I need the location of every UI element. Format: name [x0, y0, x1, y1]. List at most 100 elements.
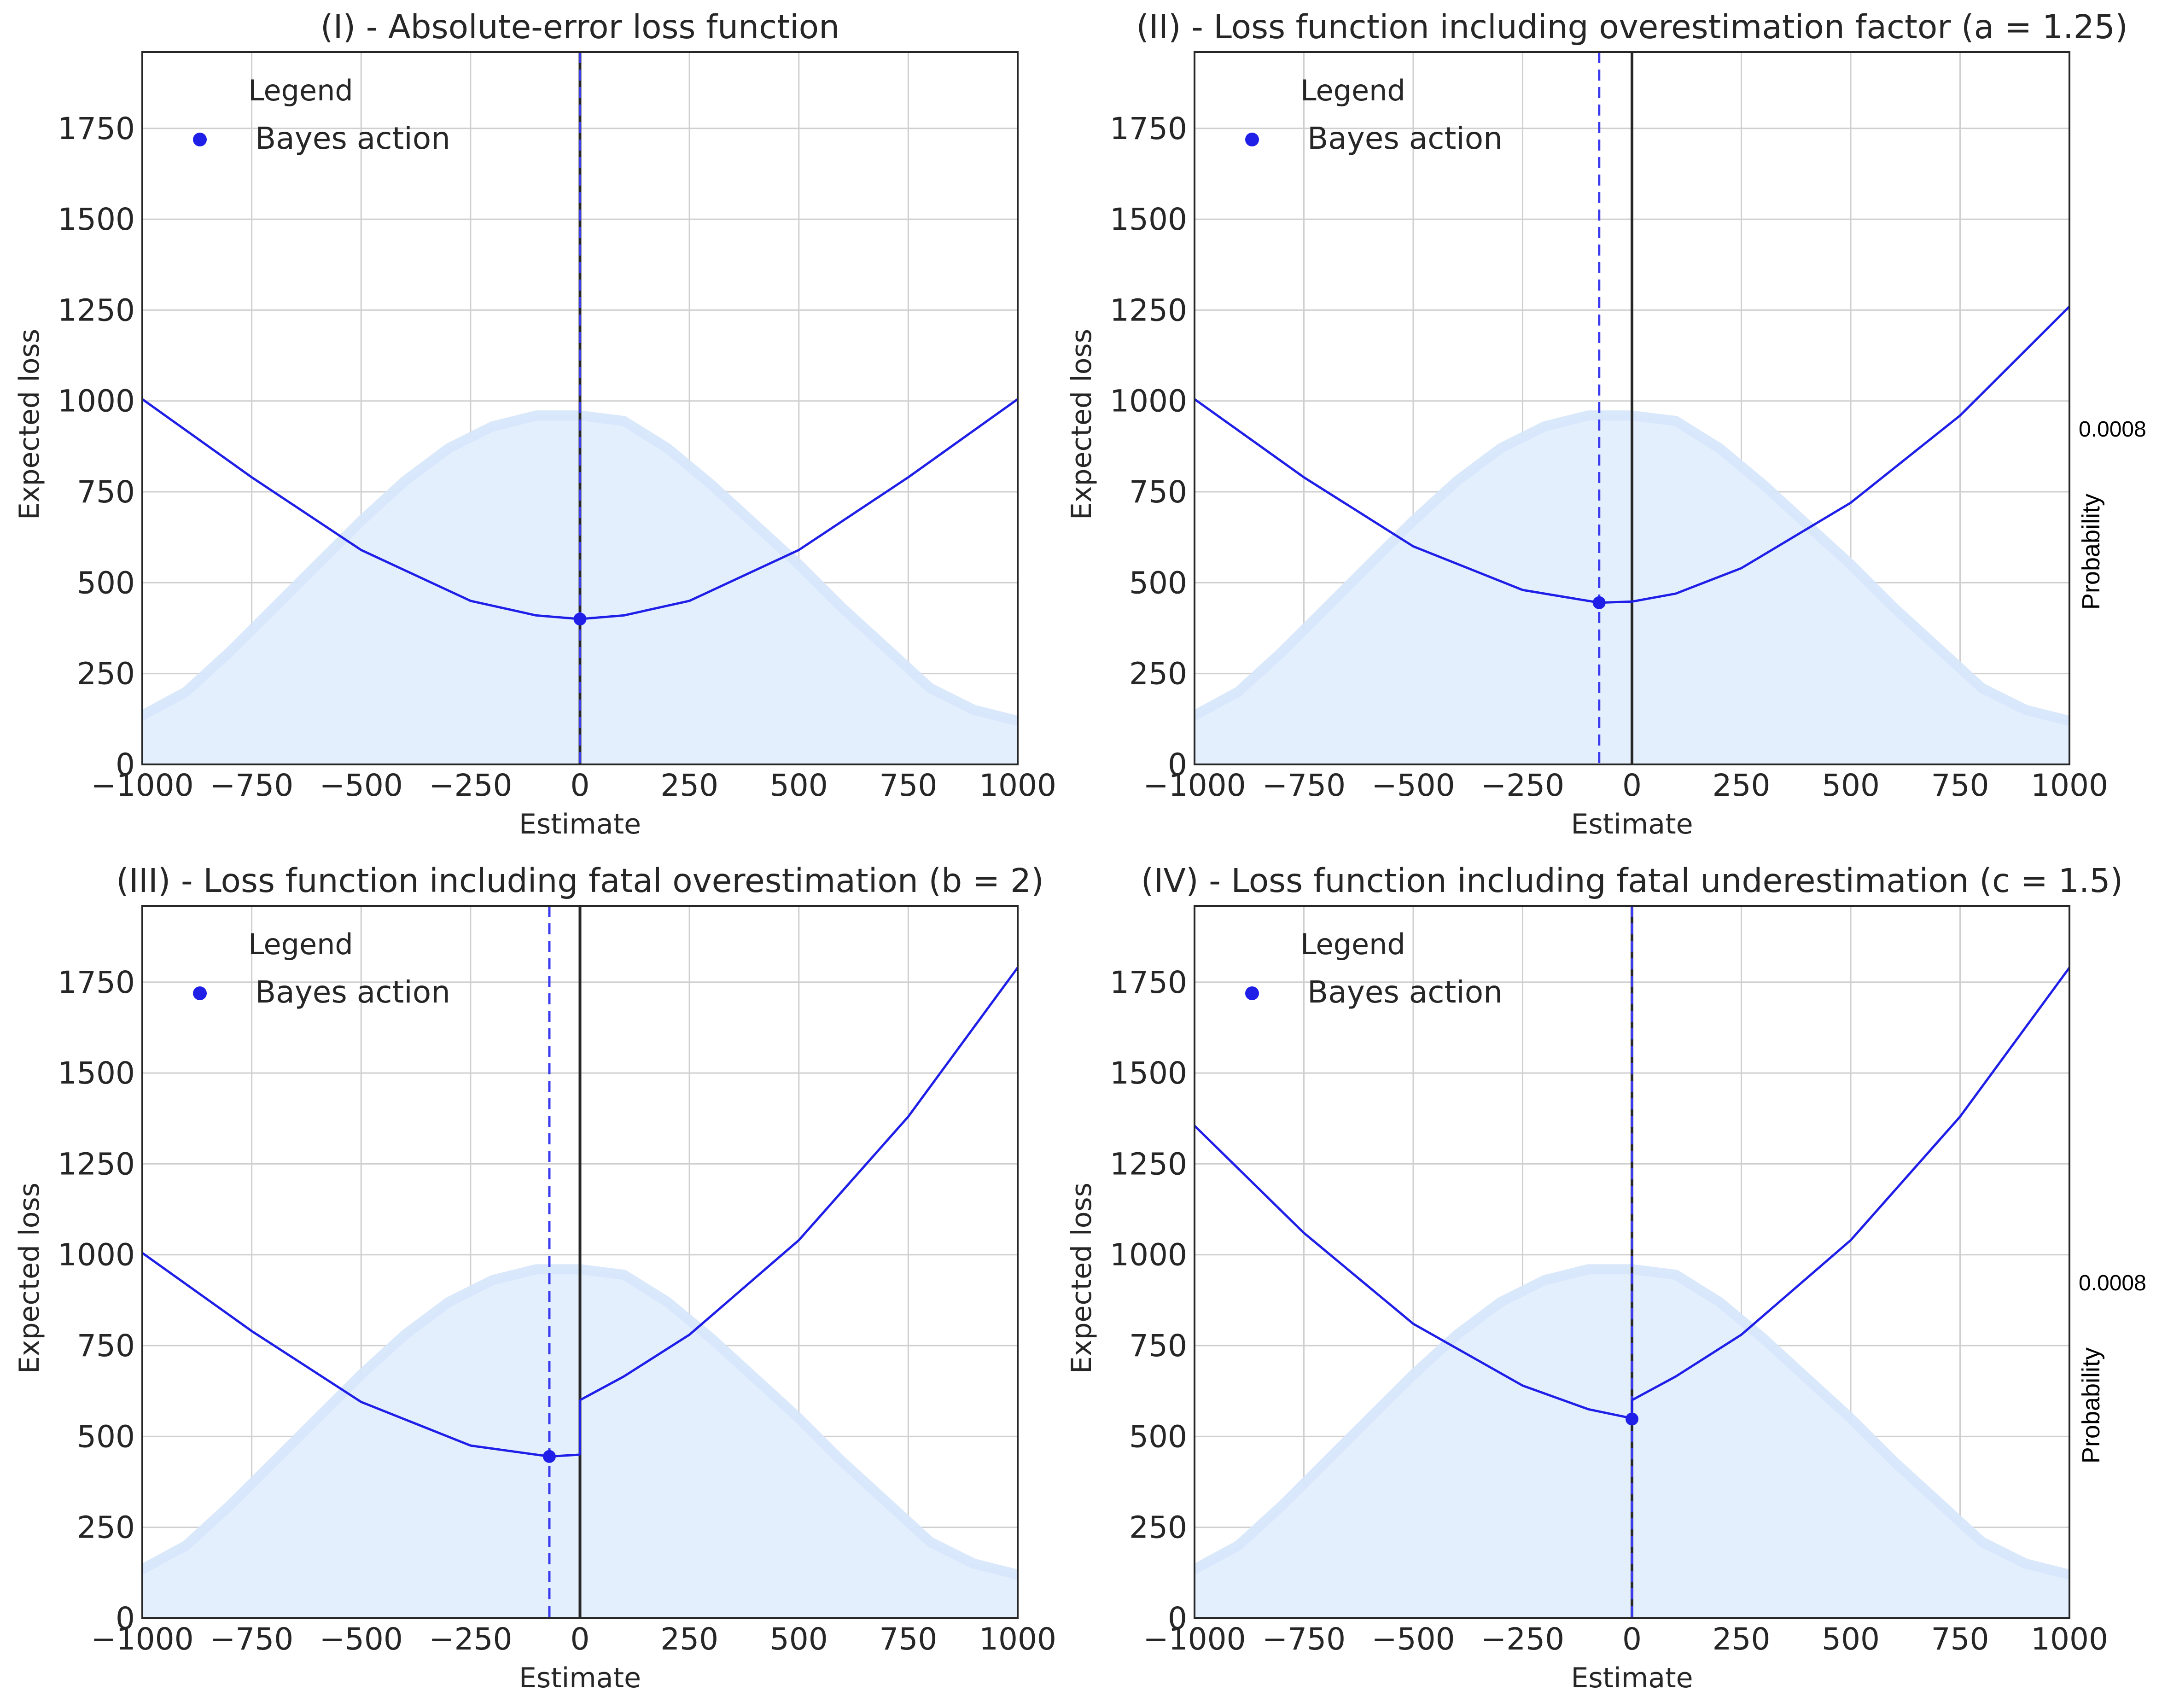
y-axis-label: Expected loss — [1066, 329, 1098, 520]
legend-title: Legend — [1300, 74, 1405, 107]
x-axis-label: Estimate — [519, 1662, 641, 1694]
probability-axis-label: Probability — [2077, 1347, 2105, 1463]
y-tick-label: 0 — [116, 747, 135, 782]
y-tick-label: 1250 — [1110, 292, 1187, 328]
x-tick-label: −250 — [429, 1621, 512, 1657]
y-tick-label: 750 — [77, 1328, 135, 1364]
y-tick-label: 250 — [77, 656, 135, 692]
y-tick-label: 1750 — [58, 965, 135, 1000]
x-tick-label: −500 — [320, 768, 403, 803]
x-tick-label: 0 — [1622, 1621, 1642, 1657]
x-tick-label: 1000 — [2031, 768, 2108, 803]
x-tick-label: 1000 — [2031, 1621, 2108, 1657]
legend-title: Legend — [248, 927, 353, 961]
y-axis-label: Expected loss — [1066, 1183, 1098, 1374]
x-tick-label: 750 — [1931, 768, 1989, 803]
plot-area — [1195, 52, 2069, 764]
axes-frame — [141, 51, 1019, 765]
y-axis-label: Expected loss — [13, 329, 46, 520]
bayes-action-point — [1626, 1412, 1638, 1426]
chart-title: (IV) - Loss function including fatal und… — [1141, 862, 2123, 900]
probability-tick-label: 0.0008 — [2079, 1271, 2146, 1295]
y-tick-label: 500 — [1129, 565, 1187, 600]
y-tick-label: 0 — [1168, 1601, 1187, 1636]
panel-4: (IV) - Loss function including fatal und… — [1066, 862, 2146, 1694]
y-tick-label: 1500 — [58, 1055, 135, 1091]
y-tick-label: 1000 — [58, 1237, 135, 1273]
x-tick-label: 250 — [660, 1621, 718, 1657]
panel-3: (III) - Loss function including fatal ov… — [13, 862, 1056, 1694]
expected-loss-curve-right — [579, 967, 1018, 1401]
y-tick-label: 750 — [1129, 474, 1187, 510]
chart-title: (I) - Absolute-error loss function — [321, 8, 839, 46]
bayes-action-point — [542, 1450, 556, 1463]
axes-frame — [141, 905, 1019, 1619]
x-tick-label: −1000 — [91, 768, 193, 803]
y-tick-label: 250 — [1129, 656, 1187, 692]
chart-title: (III) - Loss function including fatal ov… — [116, 862, 1043, 900]
y-tick-label: 500 — [77, 565, 135, 600]
y-tick-label: 500 — [77, 1419, 135, 1454]
expected-loss-curve-left — [1195, 1125, 1632, 1420]
x-tick-label: −250 — [1481, 1621, 1564, 1657]
plot-area — [1195, 906, 2069, 1618]
x-tick-label: −750 — [1262, 1621, 1346, 1657]
y-tick-label: 1750 — [1110, 965, 1187, 1000]
plot-area — [142, 906, 1018, 1618]
legend-marker — [193, 986, 207, 1000]
y-tick-label: 1500 — [58, 202, 135, 237]
x-tick-label: 750 — [879, 1621, 937, 1657]
x-tick-label: 750 — [879, 768, 937, 803]
x-tick-label: 0 — [571, 768, 590, 803]
legend-entry: Bayes action — [255, 121, 450, 156]
x-tick-label: −500 — [1371, 1621, 1455, 1657]
x-tick-label: −750 — [210, 768, 293, 803]
legend-entry: Bayes action — [1307, 121, 1503, 156]
bayes-action-point — [573, 612, 587, 626]
y-tick-label: 250 — [77, 1510, 135, 1545]
x-tick-label: −750 — [1262, 768, 1346, 803]
y-tick-label: 0 — [116, 1601, 135, 1636]
x-tick-label: −500 — [320, 1621, 403, 1657]
legend-marker — [1245, 986, 1259, 1000]
panel-1: (I) - Absolute-error loss function−1000−… — [13, 8, 1056, 840]
y-tick-label: 1250 — [58, 1146, 135, 1182]
plot-area — [142, 52, 1018, 764]
bayes-action-point — [1592, 596, 1606, 609]
legend-marker — [1245, 133, 1259, 146]
x-tick-label: 0 — [1622, 768, 1642, 803]
legend-marker — [193, 133, 207, 146]
y-tick-label: 1250 — [58, 292, 135, 328]
y-tick-label: 1000 — [1110, 384, 1187, 419]
y-tick-label: 0 — [1168, 747, 1187, 782]
x-tick-label: 500 — [1822, 1621, 1880, 1657]
y-tick-label: 500 — [1129, 1419, 1187, 1454]
x-tick-label: −750 — [210, 1621, 293, 1657]
probability-tick-label: 0.0008 — [2079, 417, 2146, 442]
x-tick-label: −1000 — [1143, 768, 1246, 803]
chart-title: (II) - Loss function including overestim… — [1136, 8, 2127, 46]
x-tick-label: −500 — [1371, 768, 1455, 803]
x-tick-label: 500 — [770, 1621, 828, 1657]
y-tick-label: 1000 — [58, 384, 135, 419]
x-tick-label: −1000 — [91, 1621, 193, 1657]
probability-axis-label: Probability — [2077, 494, 2105, 610]
x-tick-label: 250 — [1713, 768, 1771, 803]
axes-frame — [1194, 51, 2070, 765]
x-tick-label: 500 — [1822, 768, 1880, 803]
x-tick-label: 250 — [660, 768, 718, 803]
x-axis-label: Estimate — [1571, 1662, 1693, 1694]
x-axis-label: Estimate — [519, 808, 641, 840]
y-tick-label: 1750 — [58, 111, 135, 146]
x-tick-label: −250 — [429, 768, 512, 803]
y-tick-label: 1250 — [1110, 1146, 1187, 1182]
y-tick-label: 1000 — [1110, 1237, 1187, 1273]
x-tick-label: 0 — [571, 1621, 590, 1657]
x-tick-label: 1000 — [979, 1621, 1056, 1657]
y-tick-label: 1500 — [1110, 202, 1187, 237]
legend-entry: Bayes action — [255, 974, 450, 1010]
expected-loss-curve — [1195, 305, 2069, 604]
x-tick-label: −250 — [1481, 768, 1564, 803]
y-tick-label: 1500 — [1110, 1055, 1187, 1091]
